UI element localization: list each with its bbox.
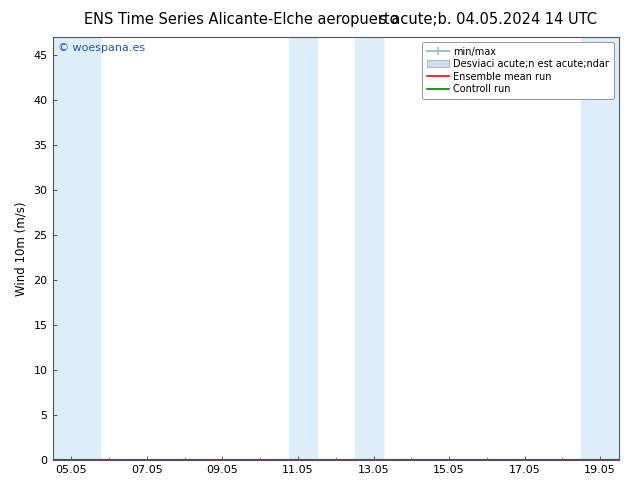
Bar bbox=[354, 37, 383, 460]
Bar bbox=[288, 37, 317, 460]
Text: s acute;b. 04.05.2024 14 UTC: s acute;b. 04.05.2024 14 UTC bbox=[379, 12, 597, 27]
Bar bbox=[581, 37, 619, 460]
Text: ENS Time Series Alicante-Elche aeropuerto: ENS Time Series Alicante-Elche aeropuert… bbox=[84, 12, 398, 27]
Legend: min/max, Desviaci acute;n est acute;ndar, Ensemble mean run, Controll run: min/max, Desviaci acute;n est acute;ndar… bbox=[422, 42, 614, 99]
Y-axis label: Wind 10m (m/s): Wind 10m (m/s) bbox=[15, 201, 28, 296]
Bar bbox=[53, 37, 100, 460]
Text: © woespana.es: © woespana.es bbox=[58, 44, 145, 53]
